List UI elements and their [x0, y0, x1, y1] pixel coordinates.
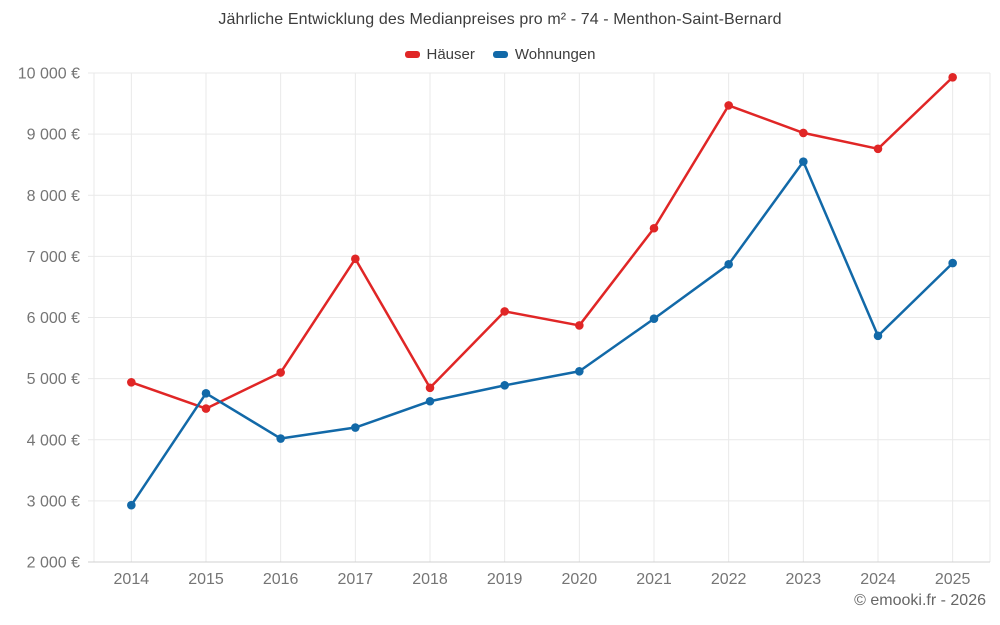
data-point-hauser-2015[interactable]	[201, 404, 211, 413]
data-point-hauser-2020[interactable]	[575, 321, 584, 330]
y-axis-tick-label: 6 000 €	[27, 310, 80, 327]
legend-label-wohnungen: Wohnungen	[514, 46, 596, 63]
legend-label-hauser: Häuser	[426, 46, 475, 63]
y-axis-tick-label: 10 000 €	[18, 66, 80, 83]
data-point-wohnungen-2020[interactable]	[575, 366, 584, 376]
x-axis-tick-label: 2017	[338, 571, 374, 588]
y-axis-tick-label: 4 000 €	[27, 432, 80, 449]
x-axis-tick-label: 2020	[562, 571, 598, 588]
data-point-wohnungen-2015[interactable]	[201, 388, 211, 398]
x-axis-tick-label: 2016	[263, 571, 299, 588]
x-axis-tick-label: 2021	[636, 571, 672, 588]
data-point-hauser-2014[interactable]	[127, 377, 136, 387]
x-axis-tick-label: 2023	[786, 571, 822, 588]
data-point-wohnungen-2022[interactable]	[724, 260, 733, 269]
legend: Häuser Wohnungen	[0, 46, 1000, 63]
legend-item-wohnungen[interactable]: Wohnungen	[492, 46, 596, 63]
x-axis-tick-label: 2022	[711, 571, 747, 588]
x-axis-tick-label: 2014	[114, 571, 150, 588]
x-axis-tick-label: 2025	[935, 571, 971, 588]
x-axis-tick-label: 2024	[860, 571, 896, 588]
data-point-wohnungen-2023[interactable]	[799, 157, 808, 166]
data-point-hauser-2017[interactable]	[351, 254, 360, 264]
data-point-hauser-2016[interactable]	[276, 368, 285, 377]
data-point-hauser-2019[interactable]	[500, 307, 509, 316]
x-axis-tick-label: 2018	[412, 571, 448, 588]
data-point-wohnungen-2019[interactable]	[500, 381, 509, 390]
y-axis-tick-label: 5 000 €	[27, 371, 80, 388]
y-axis-tick-label: 2 000 €	[27, 555, 80, 572]
y-axis-tick-label: 9 000 €	[27, 127, 80, 144]
y-axis-tick-label: 8 000 €	[27, 188, 80, 205]
data-point-wohnungen-2025[interactable]	[948, 258, 957, 268]
data-point-wohnungen-2016[interactable]	[276, 434, 285, 443]
credit-footer: © emooki.fr - 2026	[854, 592, 986, 609]
data-point-wohnungen-2021[interactable]	[649, 314, 659, 324]
data-point-hauser-2018[interactable]	[425, 383, 435, 393]
data-point-wohnungen-2017[interactable]	[351, 423, 360, 432]
data-point-hauser-2024[interactable]	[873, 144, 883, 154]
wohnungen-series-swatch-icon	[492, 51, 508, 58]
y-axis-tick-label: 7 000 €	[27, 249, 80, 266]
chart-title: Jährliche Entwicklung des Medianpreises …	[218, 11, 782, 28]
data-point-hauser-2025[interactable]	[948, 72, 957, 82]
series-line-wohnungen	[130, 160, 954, 507]
data-point-wohnungen-2018[interactable]	[425, 396, 435, 406]
data-point-wohnungen-2024[interactable]	[873, 331, 883, 341]
data-point-hauser-2022[interactable]	[724, 101, 733, 110]
series-line-hauser	[130, 76, 954, 410]
x-axis-tick-label: 2015	[188, 571, 224, 588]
data-point-wohnungen-2014[interactable]	[127, 500, 136, 510]
data-point-hauser-2021[interactable]	[649, 223, 659, 233]
data-point-hauser-2023[interactable]	[799, 128, 808, 138]
x-axis-tick-label: 2019	[487, 571, 523, 588]
y-axis-tick-label: 3 000 €	[27, 493, 80, 510]
hauser-series-swatch-icon	[404, 51, 420, 58]
legend-item-hauser[interactable]: Häuser	[404, 46, 475, 63]
